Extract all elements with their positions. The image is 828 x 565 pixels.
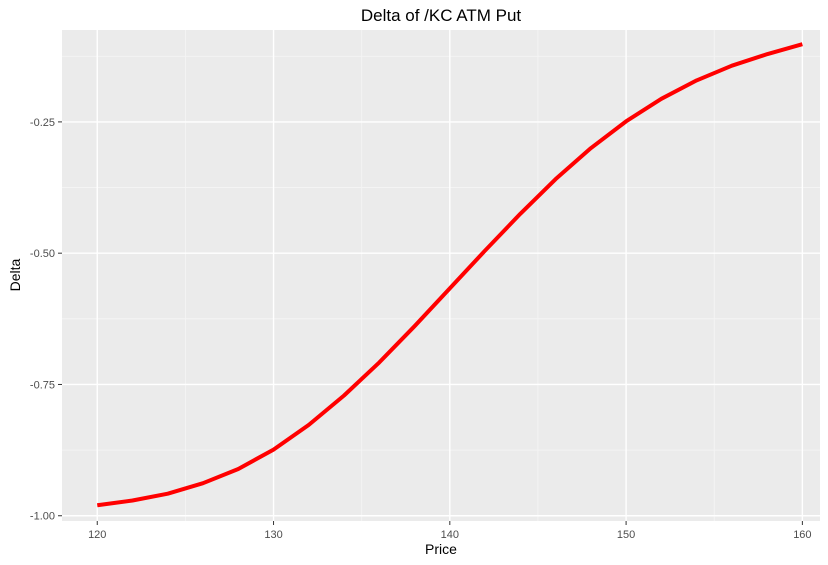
x-tick-label: 130 [264,529,282,541]
minor-grid [62,30,820,521]
x-axis-ticks: 120 130 140 150 160 [88,521,812,541]
y-tick-label: -0.50 [30,248,55,260]
x-tick-label: 120 [88,529,106,541]
y-axis-ticks: -1.00 -0.75 -0.50 -0.25 [30,117,62,523]
y-tick-label: -0.75 [30,379,55,391]
y-tick-label: -1.00 [30,511,55,523]
delta-line [96,42,803,508]
plot-panel [62,30,820,521]
x-tick-label: 140 [441,529,459,541]
x-tick-label: 160 [793,529,811,541]
y-axis-title: Delta [7,258,23,291]
x-tick-label: 150 [617,529,635,541]
chart-title: Delta of /KC ATM Put [361,6,522,25]
x-axis-title: Price [425,541,457,557]
series-layer [96,42,803,508]
major-grid [62,30,820,521]
y-tick-label: -0.25 [30,117,55,129]
